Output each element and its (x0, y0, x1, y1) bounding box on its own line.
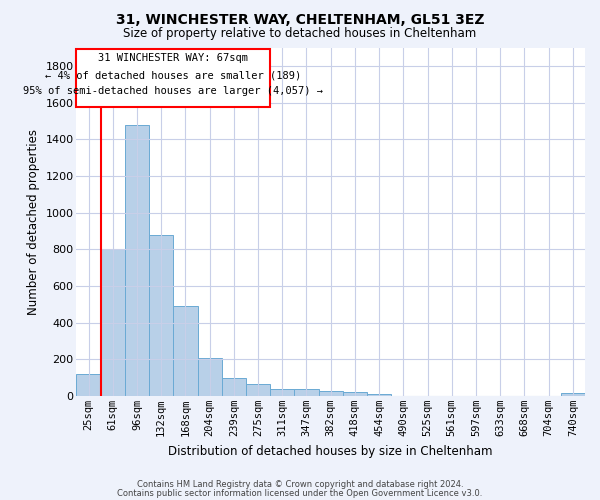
Text: Size of property relative to detached houses in Cheltenham: Size of property relative to detached ho… (124, 28, 476, 40)
Bar (246, 384, 270, 396)
Bar (561, 393, 585, 396)
Text: Contains HM Land Registry data © Crown copyright and database right 2024.: Contains HM Land Registry data © Crown c… (137, 480, 463, 489)
Text: 31 WINCHESTER WAY: 67sqm: 31 WINCHESTER WAY: 67sqm (98, 53, 248, 63)
Text: 31, WINCHESTER WAY, CHELTENHAM, GL51 3EZ: 31, WINCHESTER WAY, CHELTENHAM, GL51 3EZ (116, 12, 484, 26)
Bar (76, 374, 101, 396)
Bar (173, 306, 197, 396)
Bar (367, 394, 391, 396)
Text: Contains public sector information licensed under the Open Government Licence v3: Contains public sector information licen… (118, 489, 482, 498)
FancyBboxPatch shape (76, 50, 270, 107)
Bar (125, 124, 149, 396)
Bar (295, 390, 319, 396)
Bar (222, 378, 246, 396)
Y-axis label: Number of detached properties: Number of detached properties (27, 128, 40, 314)
Bar (270, 388, 295, 396)
Text: ← 4% of detached houses are smaller (189): ← 4% of detached houses are smaller (189… (45, 70, 301, 81)
Bar (343, 392, 367, 396)
Text: 95% of semi-detached houses are larger (4,057) →: 95% of semi-detached houses are larger (… (23, 86, 323, 96)
Bar (319, 391, 343, 396)
Bar (101, 249, 125, 396)
Bar (197, 358, 222, 396)
Bar (149, 234, 173, 396)
X-axis label: Distribution of detached houses by size in Cheltenham: Distribution of detached houses by size … (169, 444, 493, 458)
